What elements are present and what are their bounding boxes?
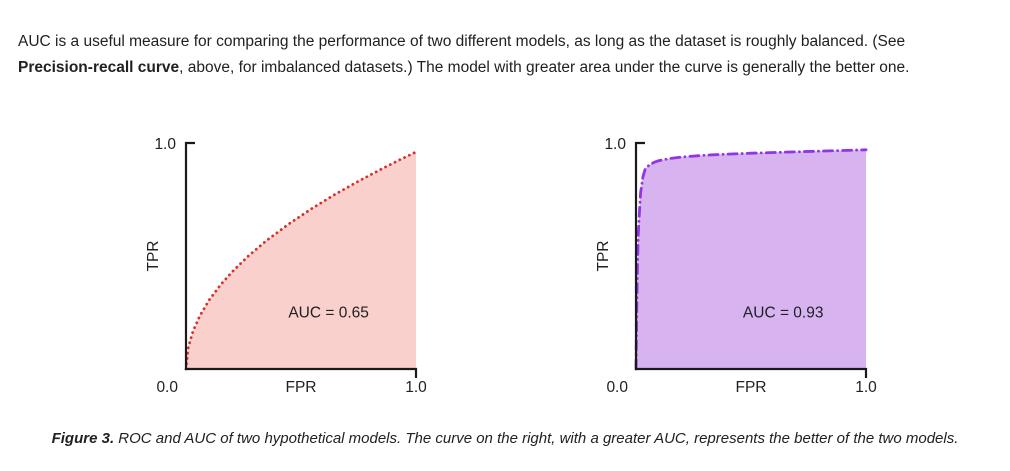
charts-row: 1.0 0.0 1.0 FPR TPR AUC = 0.65 1.0 0.0 1.0 FPR TP…	[0, 119, 1010, 414]
axes	[634, 141, 868, 378]
figure-caption-label: Figure 3.	[51, 429, 115, 447]
origin-tick-label: 0.0	[606, 379, 628, 396]
auc-annotation: AUC = 0.93	[743, 304, 824, 321]
x-max-tick-label: 1.0	[405, 379, 427, 396]
y-max-tick-label: 1.0	[604, 136, 626, 153]
y-max-tick-label: 1.0	[154, 136, 176, 153]
roc-curve	[634, 147, 868, 370]
roc-chart-right: 1.0 0.0 1.0 FPR TPR AUC = 0.93	[564, 119, 896, 414]
x-axis-label: FPR	[286, 379, 317, 396]
figure-caption-text: ROC and AUC of two hypothetical models. …	[114, 429, 959, 447]
x-max-tick-label: 1.0	[855, 379, 877, 396]
area-under-curve	[636, 149, 866, 369]
intro-text-before: AUC is a useful measure for comparing th…	[18, 32, 906, 50]
y-axis-label: TPR	[595, 240, 612, 271]
intro-bold-term: Precision-recall curve	[18, 58, 180, 76]
intro-text-after: , above, for imbalanced datasets.) The m…	[179, 58, 910, 76]
x-axis-label: FPR	[736, 379, 767, 396]
roc-curve-model-left-svg: 1.0 0.0 1.0 FPR TPR AUC = 0.65	[145, 136, 427, 396]
roc-chart-left: 1.0 0.0 1.0 FPR TPR AUC = 0.65	[114, 119, 446, 414]
auc-annotation: AUC = 0.65	[288, 304, 369, 321]
origin-tick-label: 0.0	[156, 379, 178, 396]
y-axis-label: TPR	[145, 240, 162, 271]
roc-curve-model-right-svg: 1.0 0.0 1.0 FPR TPR AUC = 0.93	[595, 136, 877, 396]
axes	[184, 141, 418, 378]
area-under-curve	[186, 151, 416, 369]
intro-paragraph: AUC is a useful measure for comparing th…	[0, 16, 1010, 81]
figure-caption: Figure 3. ROC and AUC of two hypothetica…	[0, 430, 1010, 447]
roc-curve	[184, 150, 418, 370]
